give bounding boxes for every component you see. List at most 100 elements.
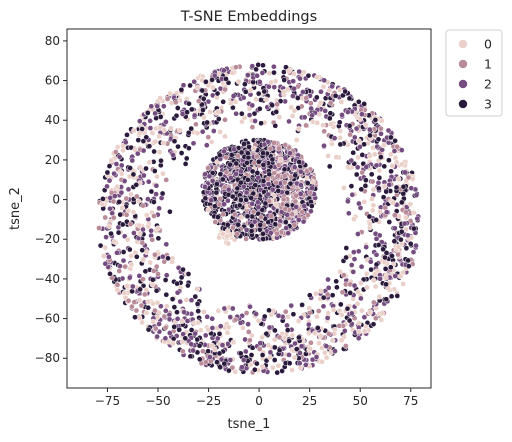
scatter-point: [348, 157, 355, 164]
scatter-point: [336, 119, 343, 126]
legend-label: 2: [484, 77, 492, 92]
scatter-point: [136, 230, 143, 237]
scatter-point: [285, 313, 291, 320]
scatter-point: [355, 138, 362, 144]
scatter-point: [301, 114, 308, 121]
scatter-point: [217, 85, 224, 92]
scatter-point: [199, 87, 206, 94]
scatter-point: [258, 120, 264, 127]
scatter-point: [251, 219, 258, 225]
scatter-point: [231, 211, 238, 218]
scatter-point: [337, 141, 344, 148]
scatter-point: [377, 275, 383, 282]
scatter-point: [337, 301, 344, 308]
scatter-point: [210, 84, 216, 91]
scatter-point: [370, 299, 377, 306]
scatter-point: [219, 342, 226, 348]
scatter-point: [180, 348, 186, 355]
scatter-point: [323, 343, 330, 350]
scatter-point: [249, 124, 256, 130]
scatter-point: [378, 130, 384, 137]
scatter-point: [326, 115, 333, 122]
scatter-point: [155, 235, 162, 242]
scatter-point: [232, 368, 239, 375]
scatter-point: [321, 128, 328, 135]
scatter-point: [275, 162, 282, 168]
scatter-point: [151, 148, 157, 155]
scatter-point: [359, 111, 365, 118]
scatter-point: [303, 122, 309, 129]
scatter-point: [152, 138, 159, 145]
scatter-point: [302, 362, 309, 368]
scatter-point: [282, 142, 289, 148]
scatter-point: [107, 270, 113, 277]
scatter-point: [252, 118, 258, 124]
scatter-point: [107, 205, 113, 212]
scatter-point: [233, 110, 239, 117]
y-tick-label: 40: [45, 113, 60, 127]
scatter-point: [137, 164, 144, 171]
scatter-point: [271, 336, 278, 343]
scatter-point: [199, 128, 206, 135]
scatter-point: [291, 354, 298, 361]
scatter-point: [221, 305, 228, 312]
scatter-point: [286, 338, 292, 344]
scatter-point: [117, 211, 124, 218]
scatter-point: [158, 303, 164, 310]
scatter-point: [395, 251, 401, 258]
scatter-point: [122, 139, 129, 146]
scatter-point: [187, 82, 193, 89]
scatter-point: [116, 268, 123, 274]
scatter-point: [392, 137, 398, 144]
scatter-point: [301, 203, 308, 209]
scatter-point: [346, 317, 353, 324]
scatter-point: [274, 369, 281, 376]
scatter-point: [315, 308, 322, 314]
legend-marker: [458, 99, 468, 109]
scatter-point: [163, 241, 170, 248]
scatter-point: [124, 283, 130, 289]
scatter-point: [223, 76, 229, 82]
scatter-point: [351, 216, 357, 222]
scatter-point: [336, 87, 343, 93]
scatter-point: [291, 107, 298, 114]
scatter-point: [216, 152, 223, 159]
scatter-point: [181, 309, 187, 315]
scatter-point: [338, 99, 345, 105]
scatter-point: [142, 268, 149, 275]
scatter-point: [202, 332, 209, 339]
scatter-point: [125, 297, 132, 304]
scatter-point: [383, 188, 390, 195]
scatter-point: [350, 249, 357, 255]
scatter-point: [385, 127, 392, 134]
scatter-point: [184, 318, 191, 324]
scatter-point: [397, 273, 404, 280]
scatter-point: [375, 185, 382, 192]
scatter-point: [341, 328, 348, 334]
scatter-point: [220, 98, 227, 105]
legend-marker: [458, 39, 468, 49]
scatter-point: [296, 334, 302, 341]
y-tick-label: 60: [45, 74, 60, 88]
scatter-point: [369, 178, 376, 185]
scatter-point: [123, 195, 130, 202]
scatter-point: [281, 335, 288, 342]
scatter-point: [255, 61, 262, 68]
scatter-point: [395, 244, 402, 251]
scatter-point: [129, 283, 136, 290]
scatter-point: [174, 280, 180, 287]
scatter-point: [235, 78, 242, 85]
scatter-point: [353, 171, 360, 178]
scatter-point: [411, 225, 417, 232]
scatter-point: [387, 151, 394, 158]
scatter-point: [353, 125, 360, 132]
scatter-point: [362, 182, 369, 189]
scatter-point: [338, 312, 345, 318]
scatter-point: [128, 253, 134, 259]
scatter-point: [271, 84, 278, 90]
scatter-point: [401, 220, 408, 227]
scatter-point: [163, 272, 170, 279]
scatter-point: [298, 182, 304, 189]
scatter-point: [326, 87, 333, 94]
scatter-point: [265, 176, 271, 182]
